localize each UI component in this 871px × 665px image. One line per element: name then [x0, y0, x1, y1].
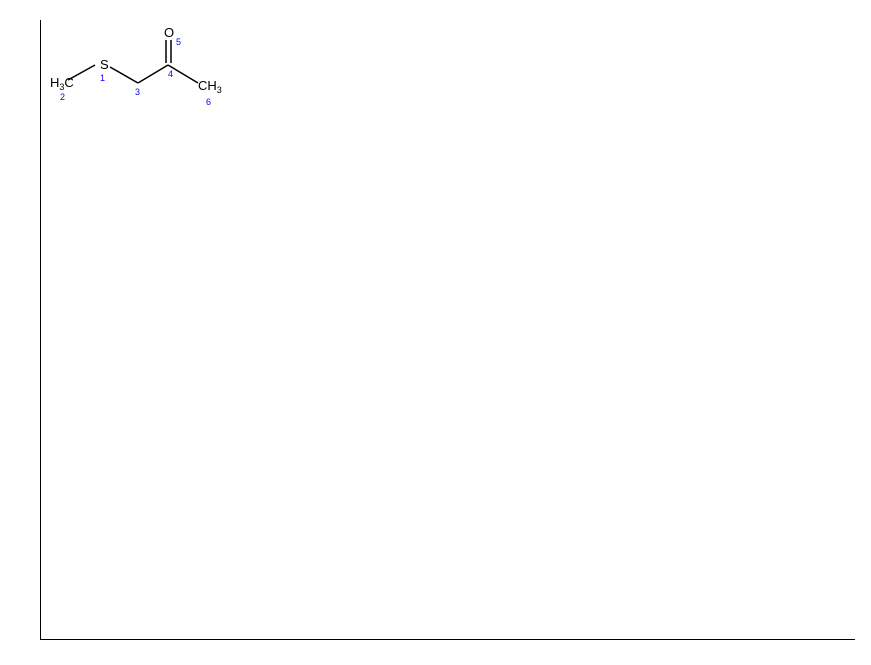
atom-s: S [100, 57, 109, 72]
molecular-structure: S 1 H3C 2 3 4 O 5 CH3 6 [50, 25, 250, 115]
atom-num-6: 6 [206, 97, 211, 107]
atom-ch3-right: CH3 [198, 78, 222, 95]
atom-num-3: 3 [135, 87, 140, 97]
atom-o: O [164, 25, 174, 40]
atom-num-5: 5 [176, 37, 181, 47]
atom-num-2: 2 [60, 92, 65, 102]
nmr-chart: S 1 H3C 2 3 4 O 5 CH3 6 [0, 0, 871, 665]
atom-num-4: 4 [168, 69, 173, 79]
atom-num-1: 1 [100, 73, 105, 83]
atom-h3c-left: H3C [50, 75, 74, 92]
